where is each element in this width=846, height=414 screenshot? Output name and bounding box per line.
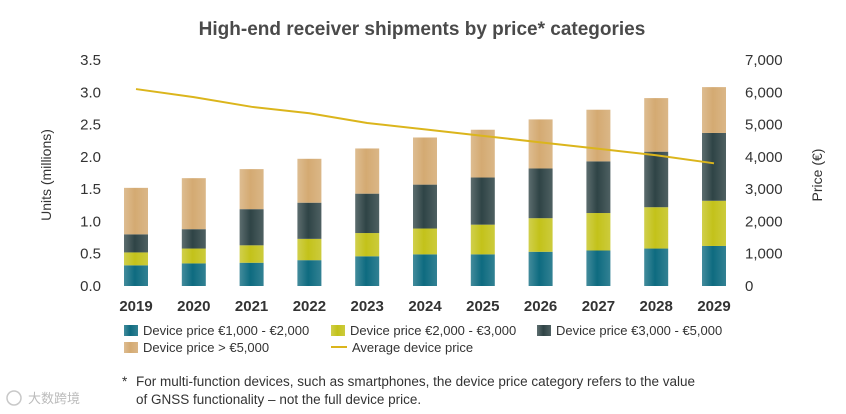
bar-segment [528, 251, 553, 286]
y2-tick-label: 0 [745, 278, 753, 295]
bar-segment [297, 202, 322, 239]
x-tick-label: 2029 [697, 298, 730, 315]
bar-segment [586, 161, 611, 214]
x-tick-label: 2019 [119, 298, 152, 315]
bar-segment [413, 184, 437, 229]
bar-segment [644, 207, 669, 249]
y-tick-label: 1.5 [80, 181, 101, 198]
x-tick-label: 2023 [351, 298, 384, 315]
bar-segment [470, 177, 495, 225]
bar-segment [586, 109, 611, 162]
y-tick-label: 0.5 [80, 246, 101, 263]
bar-segment [181, 263, 206, 286]
y2-tick-label: 2,000 [745, 213, 783, 230]
bar-segment [413, 254, 437, 286]
bar-segment [413, 137, 437, 185]
bar-segment [413, 228, 437, 255]
bar-segment [586, 213, 611, 251]
bar-segment [528, 218, 553, 252]
bar-segment [355, 233, 380, 257]
y2-tick-label: 7,000 [745, 52, 783, 69]
bar-segment [297, 158, 322, 203]
legend: Device price €1,000 - €2,000 Device price… [124, 323, 722, 355]
bar-segment [181, 178, 206, 230]
bar-segment [355, 256, 380, 286]
bar-segment [702, 245, 726, 286]
bar-segment [470, 224, 495, 255]
bar-segment [124, 265, 148, 286]
x-tick-label: 2022 [293, 298, 326, 315]
bar-segment [124, 252, 148, 266]
footnote: * For multi-function devices, such as sm… [122, 374, 695, 407]
legend-label: Device price > €5,000 [143, 340, 269, 355]
legend-swatch [124, 342, 138, 353]
footnote-marker: * [122, 374, 128, 389]
legend-label: Device price €1,000 - €2,000 [143, 323, 309, 338]
y2-tick-label: 1,000 [745, 246, 783, 263]
y2-tick-label: 4,000 [745, 149, 783, 166]
bar-segment [297, 238, 322, 261]
bars [124, 87, 726, 286]
legend-label: Average device price [352, 340, 473, 355]
bar-segment [239, 262, 264, 286]
x-tick-label: 2026 [524, 298, 557, 315]
y-tick-label: 0.0 [80, 278, 101, 295]
x-tick-label: 2027 [582, 298, 615, 315]
y-axis-ticks: 0.0 0.5 1.0 1.5 2.0 2.5 3.0 3.5 [80, 52, 101, 295]
legend-swatch [124, 325, 138, 336]
x-axis-ticks: 2019 2020 2021 2022 2023 2024 2025 2026 2027 2028… [119, 298, 730, 315]
chart-title: High-end receiver shipments by price* ca… [199, 19, 646, 40]
bar-segment [124, 187, 148, 235]
bar-segment [297, 260, 322, 286]
y-tick-label: 3.5 [80, 52, 101, 69]
x-tick-label: 2028 [640, 298, 673, 315]
bar-segment [644, 98, 669, 152]
y2-tick-label: 5,000 [745, 117, 783, 134]
bar-segment [586, 250, 611, 286]
watermark-text: 大数跨境 [28, 391, 80, 406]
bar-segment [124, 234, 148, 253]
bar-segment [644, 151, 669, 208]
footnote-line-2: of GNSS functionality – not the full dev… [136, 392, 421, 407]
y2-tick-label: 6,000 [745, 84, 783, 101]
bar-segment [355, 193, 380, 234]
bar-segment [644, 248, 669, 286]
legend-swatch [537, 325, 551, 336]
legend-label: Device price €3,000 - €5,000 [556, 323, 722, 338]
x-tick-label: 2021 [235, 298, 268, 315]
y-axis-label: Units (millions) [38, 129, 54, 221]
y-tick-label: 3.0 [80, 84, 101, 101]
bar-segment [239, 245, 264, 263]
bar-segment [181, 229, 206, 249]
legend-swatch [331, 325, 345, 336]
y-tick-label: 1.0 [80, 213, 101, 230]
x-tick-label: 2024 [408, 298, 442, 315]
y2-axis-label: Price (€) [809, 149, 825, 202]
bar-segment [702, 132, 726, 201]
average-price-line [135, 88, 715, 165]
y2-axis-ticks: 0 1,000 2,000 3,000 4,000 5,000 6,000 7,000 [745, 52, 783, 295]
y-tick-label: 2.0 [80, 149, 101, 166]
bar-segment [239, 209, 264, 246]
y-tick-label: 2.5 [80, 117, 101, 134]
x-tick-label: 2025 [466, 298, 499, 315]
bar-segment [181, 248, 206, 264]
bar-segment [528, 168, 553, 219]
watermark: 大数跨境 [6, 390, 80, 406]
bar-segment [239, 169, 264, 210]
bar-segment [470, 254, 495, 286]
bar-segment [702, 87, 726, 133]
footnote-line-1: For multi-function devices, such as smar… [136, 374, 695, 389]
average-price-line-group [135, 88, 715, 165]
bar-segment [702, 200, 726, 246]
y2-tick-label: 3,000 [745, 181, 783, 198]
watermark-logo-icon [6, 390, 22, 406]
x-tick-label: 2020 [177, 298, 210, 315]
bar-segment [355, 148, 380, 194]
legend-label: Device price €2,000 - €3,000 [350, 323, 516, 338]
